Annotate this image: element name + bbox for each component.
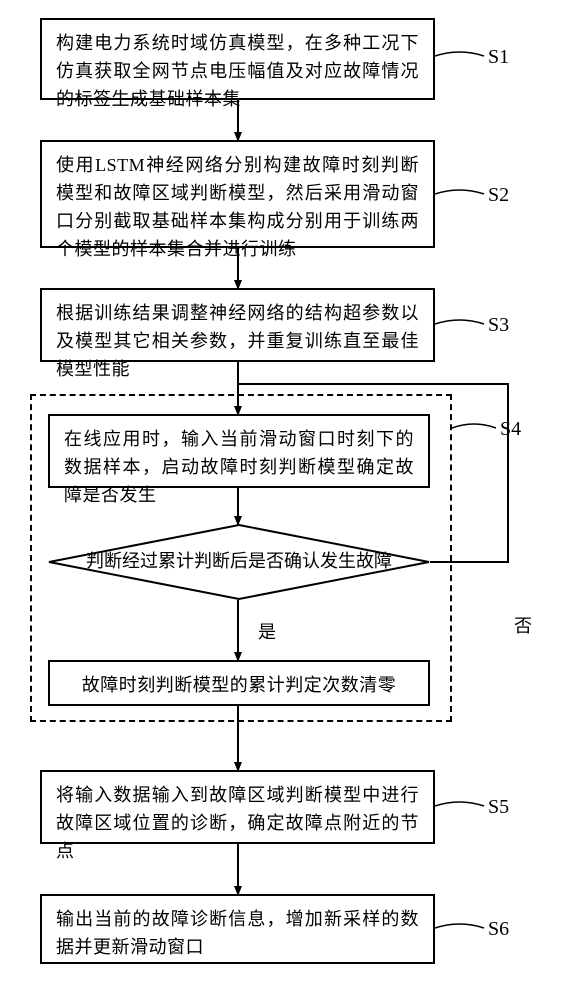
flow-decision-text: 判断经过累计判断后是否确认发生故障: [48, 549, 430, 574]
step-label-lbl_s4: S4: [500, 418, 521, 441]
edge-label-lbl_no: 否: [514, 612, 532, 638]
flowchart-canvas: 构建电力系统时域仿真模型，在多种工况下仿真获取全网节点电压幅值及对应故障情况的标…: [0, 0, 566, 1000]
step-label-lbl_s1: S1: [488, 46, 509, 69]
step-label-lbl_s5: S5: [488, 796, 509, 819]
step-label-lbl_s2: S2: [488, 184, 509, 207]
flow-step-s4a: 在线应用时，输入当前滑动窗口时刻下的数据样本，启动故障时刻判断模型确定故障是否发…: [48, 414, 430, 488]
flow-decision-s4b: 判断经过累计判断后是否确认发生故障: [48, 524, 430, 600]
edge-label-lbl_yes: 是: [258, 618, 276, 644]
step-label-lbl_s6: S6: [488, 918, 509, 941]
flow-step-s3: 根据训练结果调整神经网络的结构超参数以及模型其它相关参数，并重复训练直至最佳模型…: [40, 288, 435, 362]
flow-step-s2: 使用LSTM神经网络分别构建故障时刻判断模型和故障区域判断模型，然后采用滑动窗口…: [40, 140, 435, 248]
flow-step-s4c: 故障时刻判断模型的累计判定次数清零: [48, 660, 430, 706]
flow-step-s1: 构建电力系统时域仿真模型，在多种工况下仿真获取全网节点电压幅值及对应故障情况的标…: [40, 18, 435, 100]
flow-step-s5: 将输入数据输入到故障区域判断模型中进行故障区域位置的诊断，确定故障点附近的节点: [40, 770, 435, 844]
step-label-lbl_s3: S3: [488, 314, 509, 337]
flow-step-s6: 输出当前的故障诊断信息，增加新采样的数据并更新滑动窗口: [40, 894, 435, 964]
